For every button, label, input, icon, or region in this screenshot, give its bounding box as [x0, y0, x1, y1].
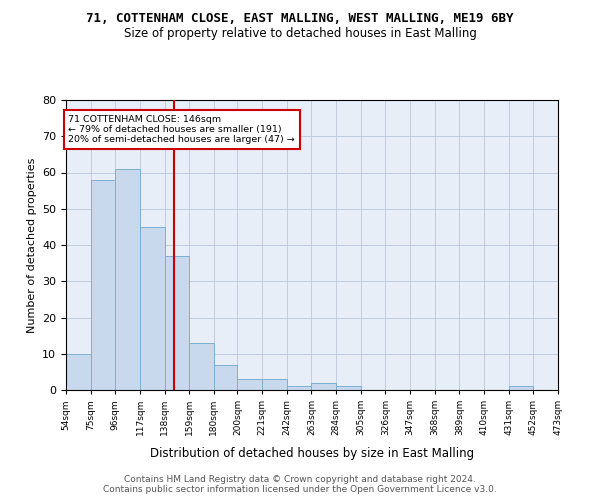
Bar — [164, 256, 189, 390]
Bar — [66, 354, 91, 390]
Text: 71, COTTENHAM CLOSE, EAST MALLING, WEST MALLING, ME19 6BY: 71, COTTENHAM CLOSE, EAST MALLING, WEST … — [86, 12, 514, 26]
Bar — [115, 169, 140, 390]
Bar — [214, 364, 238, 390]
X-axis label: Distribution of detached houses by size in East Malling: Distribution of detached houses by size … — [150, 446, 474, 460]
Bar — [140, 227, 164, 390]
Bar — [311, 383, 336, 390]
Text: Size of property relative to detached houses in East Malling: Size of property relative to detached ho… — [124, 28, 476, 40]
Bar — [262, 379, 287, 390]
Bar — [287, 386, 311, 390]
Text: 71 COTTENHAM CLOSE: 146sqm
← 79% of detached houses are smaller (191)
20% of sem: 71 COTTENHAM CLOSE: 146sqm ← 79% of deta… — [68, 114, 295, 144]
Bar — [509, 386, 533, 390]
Bar — [91, 180, 115, 390]
Y-axis label: Number of detached properties: Number of detached properties — [26, 158, 37, 332]
Bar — [189, 343, 214, 390]
Bar — [238, 379, 262, 390]
Bar — [336, 386, 361, 390]
Text: Contains HM Land Registry data © Crown copyright and database right 2024.
Contai: Contains HM Land Registry data © Crown c… — [103, 474, 497, 494]
